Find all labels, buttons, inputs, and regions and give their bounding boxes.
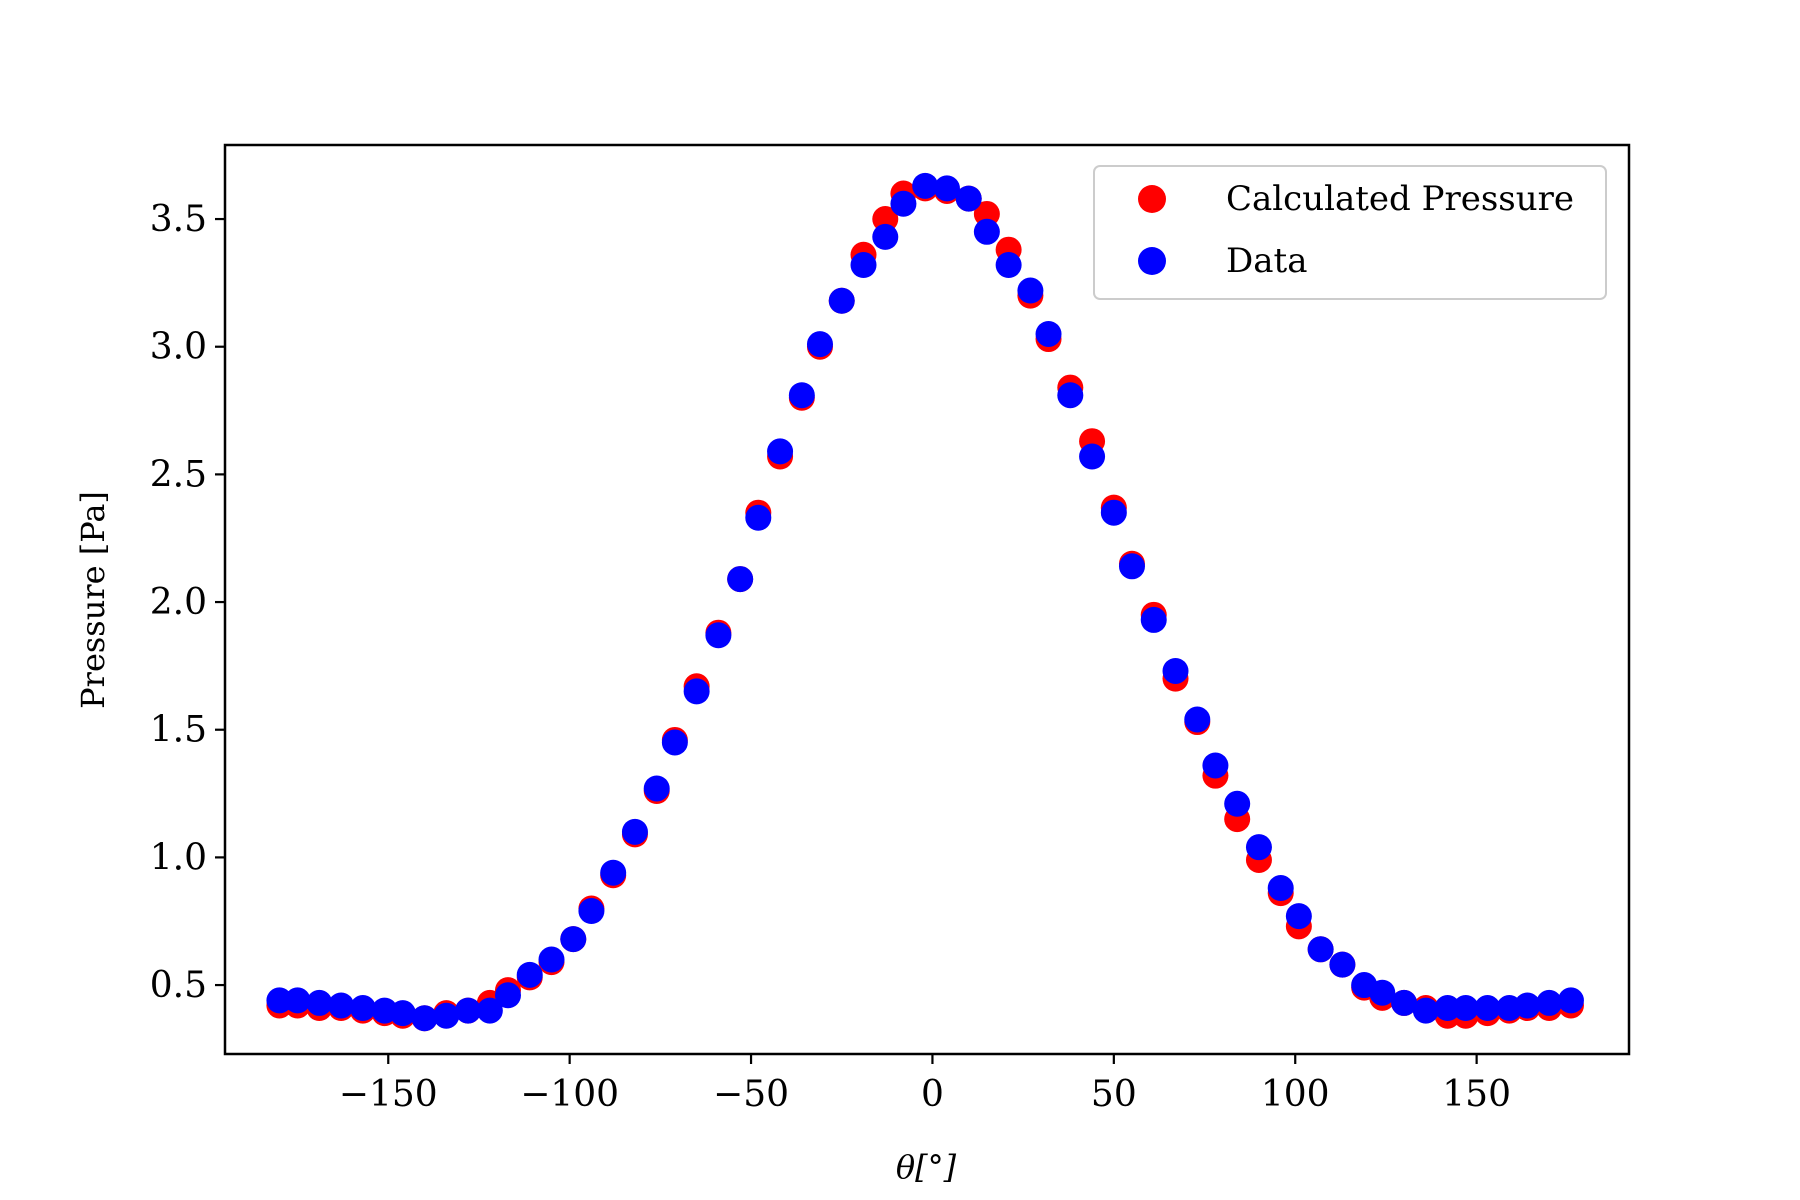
point-data (1391, 989, 1418, 1016)
point-data (1285, 903, 1312, 930)
point-data (1536, 989, 1563, 1016)
point-data (433, 1002, 460, 1029)
point-data (621, 818, 648, 845)
y-tick-label: 3.5 (150, 199, 207, 240)
x-tick-label: −50 (713, 1074, 789, 1115)
point-data (600, 859, 627, 886)
point-data (411, 1005, 438, 1032)
point-data (806, 331, 833, 358)
point-data (476, 997, 503, 1024)
legend-label-calculated-pressure: Calculated Pressure (1226, 179, 1574, 219)
x-tick-label: 50 (1091, 1074, 1137, 1115)
point-data (727, 566, 754, 593)
point-data (1140, 606, 1167, 633)
point-data (1307, 936, 1334, 963)
point-data (850, 252, 877, 279)
y-tick-label: 1.5 (150, 710, 207, 751)
point-data (328, 992, 355, 1019)
point-data (1118, 553, 1145, 580)
series-data (266, 172, 1584, 1032)
point-data (560, 926, 587, 953)
y-tick-label: 0.5 (150, 965, 207, 1006)
point-data (1369, 979, 1396, 1006)
point-data (1202, 752, 1229, 779)
point-data (1224, 790, 1251, 817)
point-data (643, 775, 670, 802)
x-tick-label: −150 (339, 1074, 438, 1115)
point-data (973, 218, 1000, 245)
point-data (349, 995, 376, 1022)
point-data (661, 729, 688, 756)
x-tick-label: −100 (520, 1074, 619, 1115)
y-tick-label: 3.0 (150, 327, 207, 368)
point-data (890, 190, 917, 217)
point-data (306, 989, 333, 1016)
x-tick-label: 100 (1261, 1074, 1330, 1115)
point-data (788, 382, 815, 409)
y-axis-ticks: 0.5 1.0 1.5 2.0 2.5 3.0 3.5 (150, 199, 225, 1006)
plot-marks (266, 172, 1584, 1032)
point-data (1329, 951, 1356, 978)
point-data (455, 997, 482, 1024)
point-data (1452, 995, 1479, 1022)
series-calculated-pressure (266, 175, 1584, 1032)
legend-label-data: Data (1226, 241, 1307, 281)
y-tick-label: 1.0 (150, 837, 207, 878)
legend-marker-calculated-pressure (1138, 185, 1166, 213)
x-axis-label: θ[°] (896, 1148, 957, 1186)
point-data (995, 252, 1022, 279)
point-data (705, 622, 732, 649)
point-data (745, 504, 772, 531)
point-data (912, 172, 939, 199)
point-data (767, 438, 794, 465)
point-data (1245, 834, 1272, 861)
point-data (538, 946, 565, 973)
point-data (494, 982, 521, 1009)
point-data (266, 987, 293, 1014)
point-data (1017, 277, 1044, 304)
point-data (1035, 320, 1062, 347)
legend: Calculated Pressure Data (1093, 165, 1607, 300)
point-data (1267, 875, 1294, 902)
point-calculated-pressure (973, 200, 1000, 227)
plot-frame (223, 143, 1631, 1056)
point-data (1100, 499, 1127, 526)
y-tick-label: 2.5 (150, 454, 207, 495)
point-data (1474, 995, 1501, 1022)
y-axis-label: Pressure [Pa] (74, 491, 112, 709)
point-data (1434, 995, 1461, 1022)
point-data (1184, 706, 1211, 733)
legend-box (1093, 165, 1607, 300)
point-data (516, 961, 543, 988)
point-calculated-pressure (872, 206, 899, 233)
point-data (1514, 992, 1541, 1019)
legend-marker-data (1138, 247, 1166, 275)
x-axis-ticks: −150 −100 −50 0 50 100 150 (339, 1054, 1511, 1115)
point-data (578, 898, 605, 925)
point-data (284, 987, 311, 1014)
point-data (1412, 997, 1439, 1024)
point-data (389, 1000, 416, 1027)
point-data (828, 287, 855, 314)
x-tick-label: 0 (921, 1074, 944, 1115)
point-data (933, 175, 960, 202)
x-tick-label: 150 (1442, 1074, 1511, 1115)
point-data (1079, 443, 1106, 470)
point-data (683, 678, 710, 705)
point-data (872, 223, 899, 250)
point-data (1162, 657, 1189, 684)
point-data (1057, 382, 1084, 409)
point-data (955, 185, 982, 212)
y-tick-label: 2.0 (150, 582, 207, 623)
point-data (1557, 987, 1584, 1014)
